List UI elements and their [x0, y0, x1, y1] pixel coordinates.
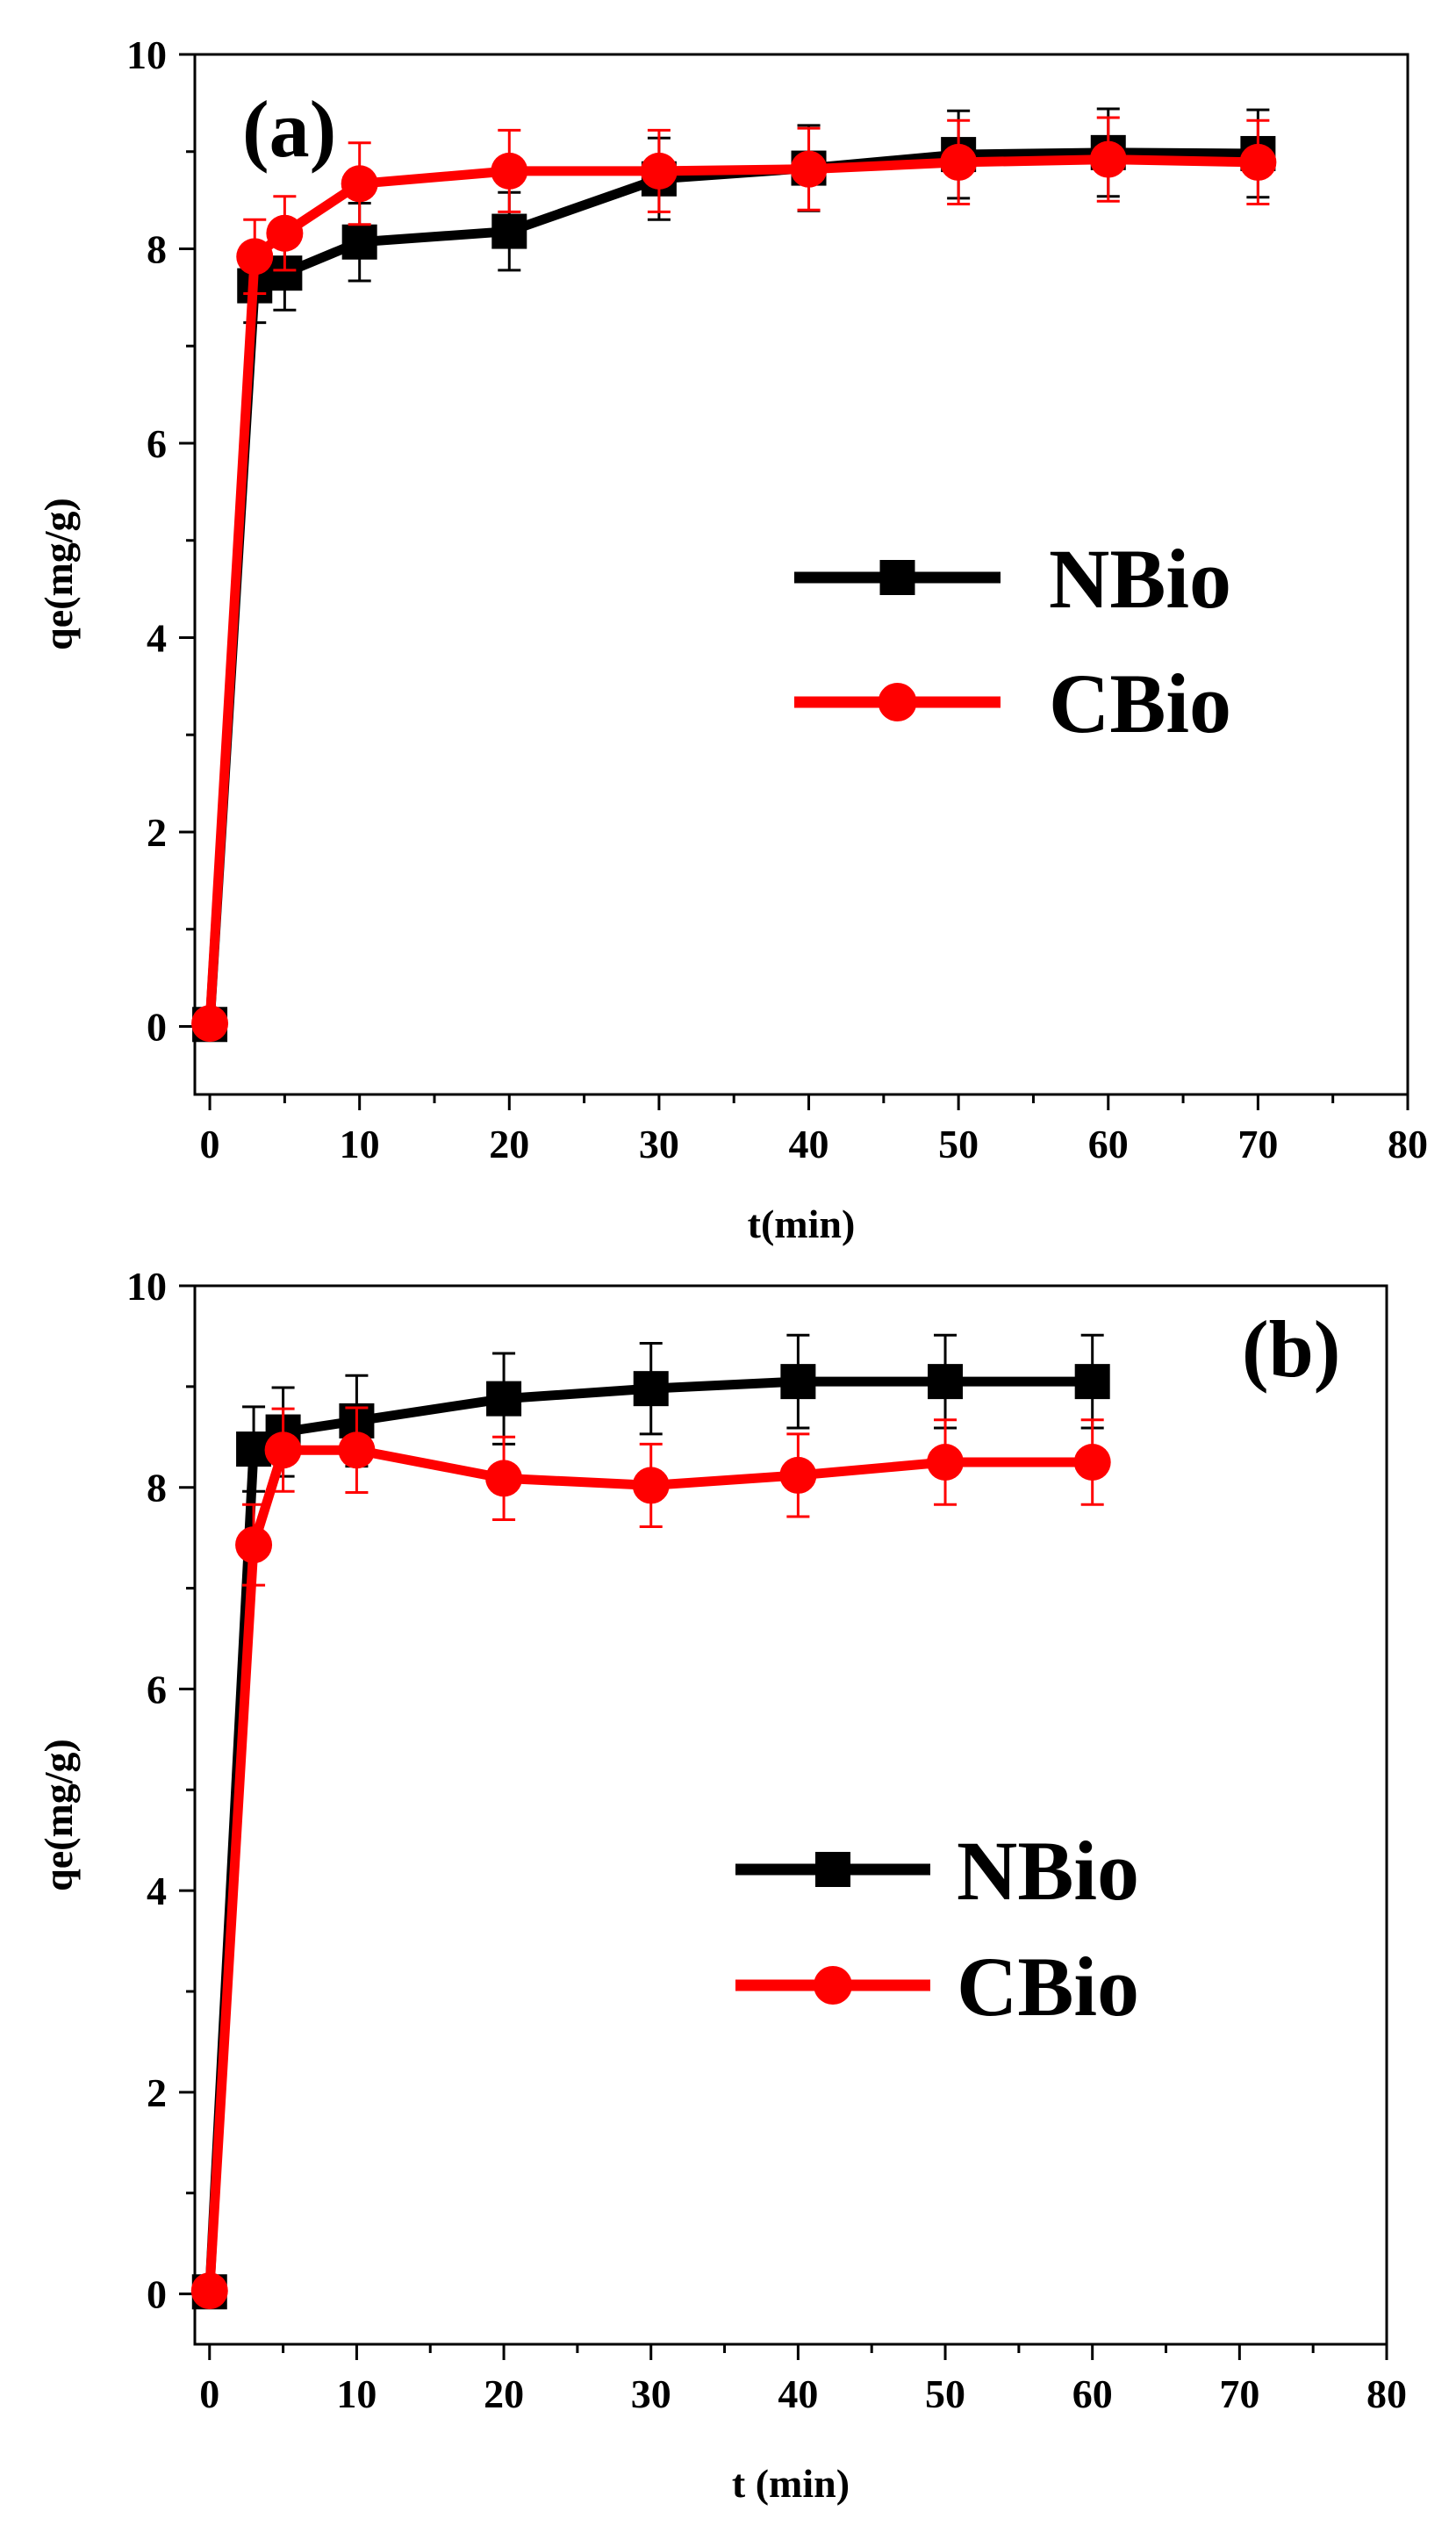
- legend-marker: [815, 1852, 850, 1887]
- data-point: [236, 238, 274, 276]
- y-tick-label: 6: [147, 1667, 167, 1711]
- x-tick-label: 80: [1366, 2371, 1407, 2416]
- legend-label: NBio: [957, 1824, 1139, 1918]
- legend-label: NBio: [1049, 532, 1231, 626]
- y-tick-label: 4: [147, 1869, 167, 1913]
- data-point: [780, 1364, 816, 1400]
- data-point: [633, 1371, 669, 1407]
- x-tick-label: 30: [631, 2371, 671, 2416]
- data-point: [632, 1467, 670, 1504]
- plot-frame: [193, 53, 1409, 1096]
- data-point: [640, 152, 678, 190]
- y-tick-label: 2: [147, 2070, 167, 2115]
- data-point: [491, 213, 527, 249]
- x-tick-label: 10: [336, 2371, 377, 2416]
- legend-marker: [879, 560, 915, 595]
- x-tick-label: 80: [1388, 1122, 1428, 1166]
- data-point: [940, 143, 978, 181]
- x-tick-label: 50: [938, 1122, 979, 1166]
- y-tick-label: 0: [147, 1004, 167, 1049]
- data-point: [779, 1456, 817, 1494]
- data-point: [190, 2272, 228, 2310]
- panel-label: (b): [1242, 1304, 1340, 1394]
- chart-panel-a: 0 10 20 30 40 50 60 70 80 0 2 4 6 8 10 t(min) qe(mg/g) (a…: [36, 32, 1428, 1246]
- legend-label: CBio: [1049, 656, 1231, 750]
- data-point: [1074, 1364, 1110, 1400]
- legend-entry-nbio: NBio: [735, 1824, 1139, 1918]
- y-tick-label: 6: [147, 421, 167, 466]
- data-point: [486, 1381, 522, 1417]
- y-tick-label: 8: [147, 1466, 167, 1510]
- plot-frame: [193, 1284, 1388, 2346]
- legend-entry-nbio: NBio: [794, 532, 1231, 626]
- data-point: [266, 214, 304, 252]
- y-tick-label: 10: [126, 32, 167, 77]
- x-tick-label: 70: [1219, 2371, 1259, 2416]
- x-tick-label: 40: [789, 1122, 829, 1166]
- data-point: [928, 1364, 964, 1400]
- data-point: [485, 1460, 523, 1497]
- data-point: [790, 150, 828, 188]
- series-cbio: [191, 116, 1277, 1043]
- legend-entry-cbio: CBio: [794, 656, 1231, 750]
- series-line: [204, 154, 1259, 1024]
- y-tick-label: 10: [126, 1264, 167, 1309]
- data-point: [1089, 140, 1127, 178]
- x-axis-title: t (min): [732, 2461, 850, 2506]
- data-point: [491, 152, 528, 190]
- legend-label: CBio: [957, 1940, 1139, 2034]
- y-tick-label: 2: [147, 810, 167, 855]
- data-point: [338, 1431, 376, 1469]
- x-tick-label: 60: [1072, 2371, 1113, 2416]
- data-point: [1073, 1444, 1111, 1481]
- legend-entry-cbio: CBio: [735, 1940, 1139, 2034]
- data-point: [341, 165, 378, 203]
- chart-panel-b: 0 10 20 30 40 50 60 70 80 0 2 4 6 8 10 t (min) qe(mg/g) (…: [36, 1264, 1407, 2506]
- series-nbio: [191, 1333, 1110, 2310]
- panel-label: (a): [242, 84, 336, 174]
- y-tick-label: 8: [147, 226, 167, 271]
- y-tick-label: 4: [147, 615, 167, 660]
- y-axis-title: qe(mg/g): [36, 1739, 81, 1891]
- x-tick-label: 10: [340, 1122, 380, 1166]
- series-cbio: [190, 1406, 1111, 2310]
- y-tick-label: 0: [147, 2272, 167, 2317]
- legend-marker: [814, 1966, 852, 2005]
- x-tick-label: 30: [639, 1122, 679, 1166]
- x-tick-label: 0: [200, 1122, 220, 1166]
- data-point: [341, 224, 377, 260]
- x-tick-label: 0: [199, 2371, 219, 2416]
- x-axis-title: t(min): [748, 1202, 856, 1246]
- x-tick-label: 20: [484, 2371, 524, 2416]
- data-point: [235, 1526, 273, 1564]
- legend-marker: [878, 683, 917, 721]
- x-tick-label: 50: [925, 2371, 965, 2416]
- y-axis-title: qe(mg/g): [36, 498, 81, 650]
- x-tick-label: 40: [778, 2371, 818, 2416]
- data-point: [191, 1005, 229, 1043]
- x-tick-label: 70: [1237, 1122, 1278, 1166]
- data-point: [927, 1444, 965, 1481]
- x-tick-label: 20: [489, 1122, 529, 1166]
- data-point: [264, 1431, 302, 1469]
- x-tick-label: 60: [1088, 1122, 1129, 1166]
- data-point: [1239, 143, 1277, 181]
